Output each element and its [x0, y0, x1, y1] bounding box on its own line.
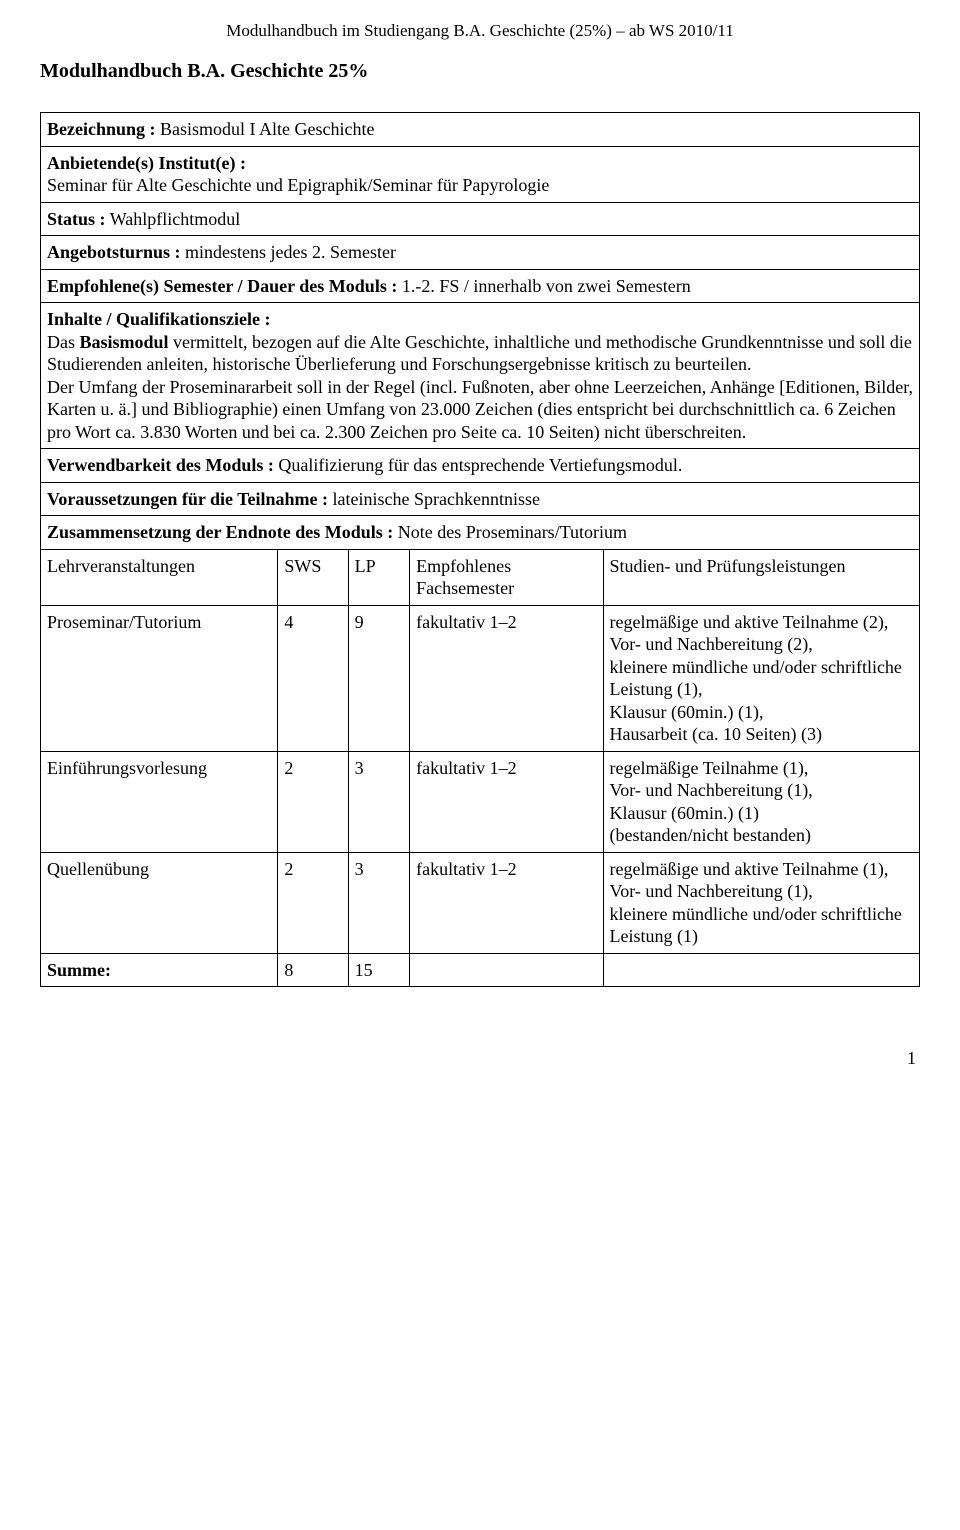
- row-voraussetzungen: Voraussetzungen für die Teilnahme : late…: [41, 482, 920, 516]
- cell-leist: regelmäßige und aktive Teilnahme (2),Vor…: [603, 605, 919, 751]
- status-label: Status :: [47, 209, 106, 229]
- cell-sws: 2: [278, 751, 348, 852]
- row-inhalte: Inhalte / Qualifikationsziele : Das Basi…: [41, 303, 920, 449]
- sum-empty2: [603, 953, 919, 987]
- institut-label: Anbietende(s) Institut(e) :: [47, 153, 246, 173]
- endnote-value: Note des Proseminars/Tutorium: [393, 522, 627, 542]
- table-row: Proseminar/Tutorium 4 9 fakultativ 1–2 r…: [41, 605, 920, 751]
- th-lehrveranstaltungen: Lehrveranstaltungen: [41, 549, 278, 605]
- row-endnote: Zusammensetzung der Endnote des Moduls :…: [41, 516, 920, 550]
- table-sum-row: Summe: 8 15: [41, 953, 920, 987]
- sum-label: Summe:: [41, 953, 278, 987]
- row-bezeichnung: Bezeichnung : Basismodul I Alte Geschich…: [41, 113, 920, 147]
- bezeichnung-value: Basismodul I Alte Geschichte: [156, 119, 375, 139]
- page-header: Modulhandbuch im Studiengang B.A. Geschi…: [40, 20, 920, 41]
- cell-name: Proseminar/Tutorium: [41, 605, 278, 751]
- verwend-label: Verwendbarkeit des Moduls :: [47, 455, 274, 475]
- cell-sws: 4: [278, 605, 348, 751]
- th-fachsemester: Empfohlenes Fachsemester: [410, 549, 603, 605]
- table-row: Quellenübung 2 3 fakultativ 1–2 regelmäß…: [41, 852, 920, 953]
- semester-label: Empfohlene(s) Semester / Dauer des Modul…: [47, 276, 397, 296]
- th-leistungen: Studien- und Prüfungsleistungen: [603, 549, 919, 605]
- table-header: Lehrveranstaltungen SWS LP Empfohlenes F…: [41, 549, 920, 605]
- cell-lp: 9: [348, 605, 410, 751]
- table-row: Einführungsvorlesung 2 3 fakultativ 1–2 …: [41, 751, 920, 852]
- cell-fs: fakultativ 1–2: [410, 605, 603, 751]
- module-table: Bezeichnung : Basismodul I Alte Geschich…: [40, 112, 920, 987]
- row-semester: Empfohlene(s) Semester / Dauer des Modul…: [41, 269, 920, 303]
- sum-empty1: [410, 953, 603, 987]
- cell-sws: 2: [278, 852, 348, 953]
- row-turnus: Angebotsturnus : mindestens jedes 2. Sem…: [41, 236, 920, 270]
- cell-fs: fakultativ 1–2: [410, 852, 603, 953]
- turnus-label: Angebotsturnus :: [47, 242, 181, 262]
- voraus-value: lateinische Sprachkenntnisse: [328, 489, 540, 509]
- th-sws: SWS: [278, 549, 348, 605]
- turnus-value: mindestens jedes 2. Semester: [181, 242, 396, 262]
- institut-value: Seminar für Alte Geschichte und Epigraph…: [47, 175, 549, 195]
- sum-lp: 15: [348, 953, 410, 987]
- cell-leist: regelmäßige Teilnahme (1),Vor- und Nachb…: [603, 751, 919, 852]
- cell-name: Quellenübung: [41, 852, 278, 953]
- verwend-value: Qualifizierung für das entsprechende Ver…: [274, 455, 683, 475]
- cell-fs: fakultativ 1–2: [410, 751, 603, 852]
- row-status: Status : Wahlpflichtmodul: [41, 202, 920, 236]
- inhalte-label: Inhalte / Qualifikationsziele :: [47, 309, 271, 329]
- bezeichnung-label: Bezeichnung :: [47, 119, 156, 139]
- voraus-label: Voraussetzungen für die Teilnahme :: [47, 489, 328, 509]
- endnote-label: Zusammensetzung der Endnote des Moduls :: [47, 522, 393, 542]
- th-lp: LP: [348, 549, 410, 605]
- cell-lp: 3: [348, 751, 410, 852]
- inhalte-value: Das Basismodul vermittelt, bezogen auf d…: [47, 332, 913, 442]
- row-institut: Anbietende(s) Institut(e) : Seminar für …: [41, 146, 920, 202]
- cell-name: Einführungsvorlesung: [41, 751, 278, 852]
- sum-label-text: Summe:: [47, 960, 111, 980]
- sum-sws: 8: [278, 953, 348, 987]
- cell-leist: regelmäßige und aktive Teilnahme (1),Vor…: [603, 852, 919, 953]
- cell-lp: 3: [348, 852, 410, 953]
- row-verwendbarkeit: Verwendbarkeit des Moduls : Qualifizieru…: [41, 449, 920, 483]
- document-title: Modulhandbuch B.A. Geschichte 25%: [40, 59, 920, 84]
- page-number: 1: [40, 1047, 920, 1070]
- status-value: Wahlpflichtmodul: [106, 209, 241, 229]
- semester-value: 1.-2. FS / innerhalb von zwei Semestern: [397, 276, 690, 296]
